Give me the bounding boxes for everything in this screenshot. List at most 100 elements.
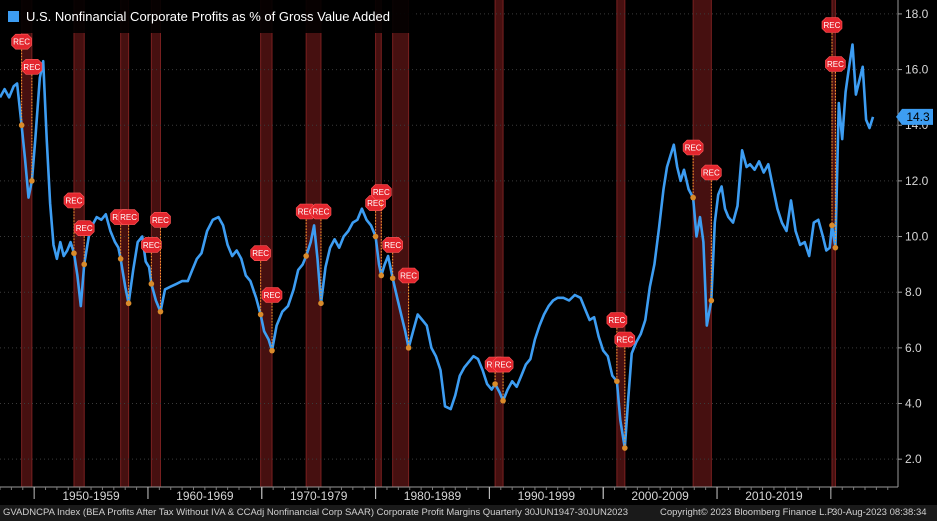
- rec-point: [71, 250, 77, 257]
- x-tick-label: 2010-2019: [745, 489, 803, 503]
- y-tick-label: 2.0: [905, 452, 922, 466]
- rec-flag-label: REC: [152, 216, 169, 225]
- y-tick-label: 16.0: [905, 63, 929, 77]
- rec-point: [389, 275, 396, 282]
- footer-timestamp: 30-Aug-2023 08:38:34: [832, 507, 927, 518]
- rec-point: [18, 122, 25, 129]
- rec-point: [492, 381, 498, 387]
- last-value-label: 14.3: [906, 110, 930, 124]
- rec-point: [378, 272, 385, 279]
- rec-point: [829, 222, 835, 229]
- rec-point: [81, 261, 88, 268]
- rec-point: [29, 178, 35, 184]
- rec-flag-label: REC: [13, 38, 30, 47]
- rec-flag: [310, 203, 332, 220]
- rec-flag: [382, 237, 404, 253]
- rec-flag: [63, 192, 85, 209]
- rec-point: [622, 445, 628, 451]
- rec-point: [257, 311, 264, 318]
- rec-flag: [141, 237, 162, 253]
- rec-flag: [398, 267, 419, 284]
- rec-flag-label: REC: [66, 196, 83, 205]
- x-tick-label: 1990-1999: [518, 489, 576, 503]
- recession-band: [306, 0, 321, 487]
- profit-margin-chart: RECRECRECRECRECRECRECRECRECRECRECRECRECR…: [0, 0, 933, 503]
- y-tick-label: 6.0: [905, 341, 922, 355]
- rec-flag-label: REC: [703, 169, 720, 178]
- rec-flag-label: REC: [827, 60, 844, 69]
- footer-source: GVADNCPA Index (BEA Profits After Tax Wi…: [3, 507, 628, 518]
- rec-flag: [11, 33, 32, 50]
- series-line: [0, 43, 875, 450]
- x-tick-label: 1970-1979: [290, 489, 348, 503]
- rec-flag-label: REC: [76, 224, 93, 233]
- recession-band: [21, 0, 32, 487]
- recession-band: [260, 0, 273, 487]
- rec-flag: [825, 56, 846, 72]
- rec-flag-label: REC: [313, 207, 330, 216]
- rec-point: [405, 345, 412, 351]
- rec-flag: [821, 17, 843, 33]
- rec-flag-label: REC: [264, 291, 281, 300]
- rec-flag-label: REC: [143, 241, 160, 250]
- rec-flag-label: REC: [23, 63, 40, 72]
- rec-flag: [614, 331, 636, 348]
- rec-point: [318, 300, 324, 307]
- rec-flag-label: REC: [384, 241, 401, 250]
- rec-flag-label: REC: [400, 272, 417, 281]
- legend-swatch: [8, 11, 19, 22]
- y-tick-label: 18.0: [905, 7, 929, 21]
- rec-flag-label: REC: [616, 336, 633, 345]
- x-tick-label: 1950-1959: [62, 489, 120, 503]
- rec-point: [690, 194, 696, 201]
- rec-point: [500, 397, 506, 404]
- last-value-tag: [896, 108, 933, 125]
- legend-box: [0, 0, 415, 33]
- rec-flag-label: REC: [608, 316, 625, 325]
- rec-point: [303, 253, 309, 259]
- rec-point: [832, 244, 839, 251]
- rec-flag: [250, 245, 271, 262]
- rec-point: [708, 297, 715, 304]
- rec-flag-label: REC: [298, 207, 315, 216]
- recession-band: [495, 0, 504, 487]
- rec-flag: [606, 312, 628, 328]
- x-tick-label: 2000-2009: [631, 489, 689, 503]
- rec-flag-label: REC: [824, 21, 841, 30]
- legend-label: U.S. Nonfinancial Corporate Profits as %…: [26, 9, 390, 24]
- y-tick-label: 8.0: [905, 285, 922, 299]
- rec-flag-label: REC: [685, 143, 702, 152]
- recession-band: [120, 0, 129, 487]
- rec-point: [117, 256, 124, 262]
- rec-flag: [118, 209, 139, 225]
- rec-flag: [73, 220, 95, 236]
- y-tick-label: 4.0: [905, 397, 922, 411]
- rec-flag: [261, 287, 283, 303]
- rec-flag: [700, 164, 722, 181]
- rec-flag: [492, 356, 514, 373]
- rec-flag: [150, 212, 171, 228]
- recession-band: [616, 0, 625, 487]
- rec-point: [614, 378, 620, 385]
- rec-point: [372, 233, 379, 240]
- rec-flag-label: REC: [373, 188, 390, 197]
- rec-flag-label: REC: [495, 361, 512, 370]
- rec-flag: [21, 58, 43, 75]
- rec-point: [269, 347, 275, 354]
- rec-flag: [370, 184, 392, 200]
- y-tick-label: 10.0: [905, 230, 929, 244]
- rec-flag: [682, 139, 704, 156]
- rec-point: [157, 308, 164, 315]
- recession-band: [375, 0, 382, 487]
- x-tick-label: 1960-1969: [176, 489, 234, 503]
- rec-flag-label: REC: [120, 213, 137, 222]
- chart-footer: GVADNCPA Index (BEA Profits After Tax Wi…: [0, 505, 937, 521]
- footer-copyright: Copyright© 2023 Bloomberg Finance L.P.: [660, 507, 835, 518]
- rec-flag-label: REC: [252, 249, 269, 258]
- rec-point: [125, 300, 132, 307]
- x-tick-label: 1980-1989: [404, 489, 462, 503]
- rec-flag-label: REC: [367, 199, 384, 208]
- y-tick-label: 12.0: [905, 174, 929, 188]
- recession-band: [73, 0, 85, 487]
